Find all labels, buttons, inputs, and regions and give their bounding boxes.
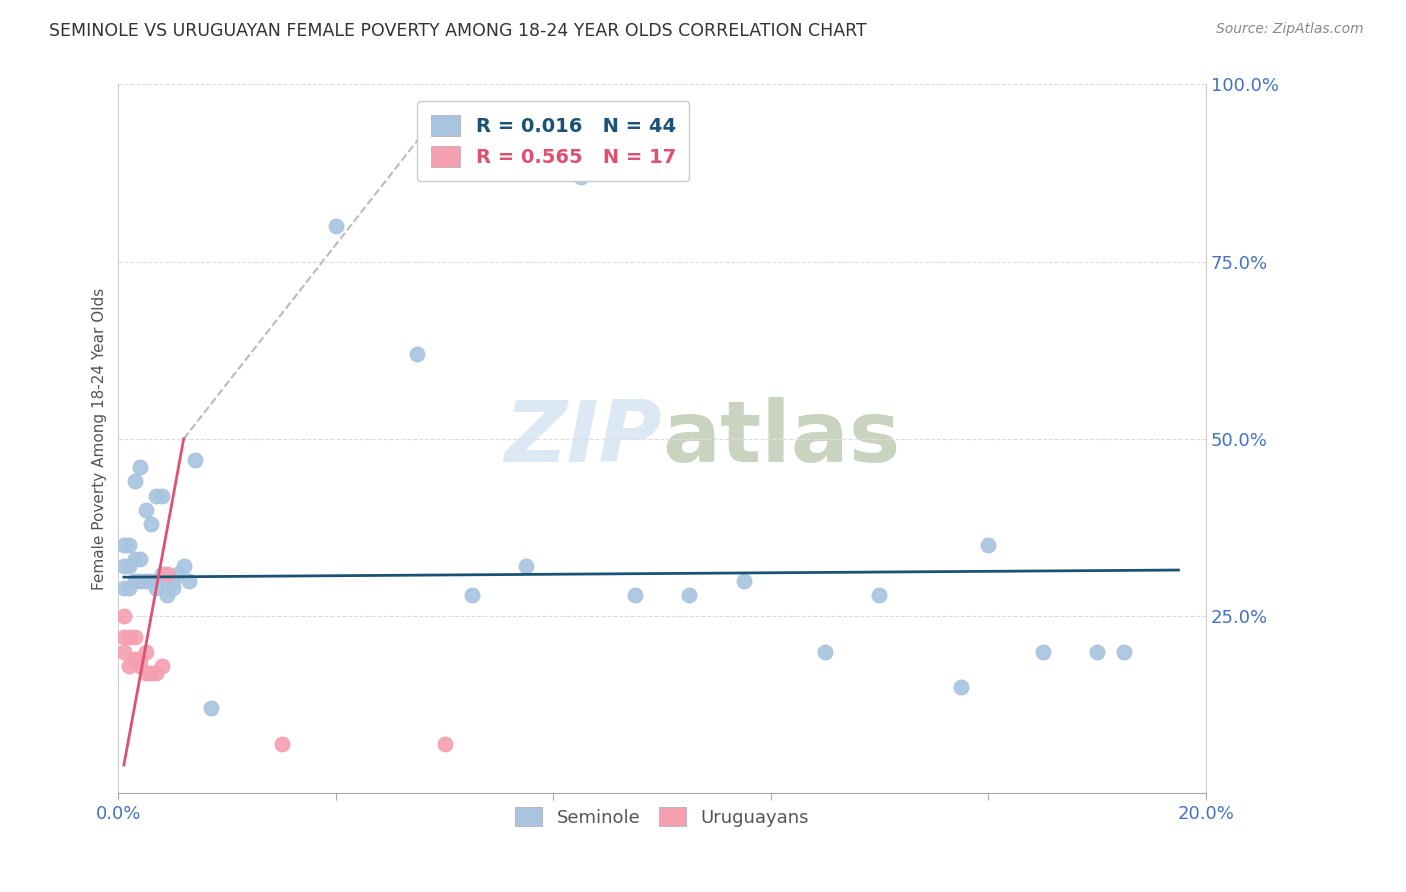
Legend: Seminole, Uruguayans: Seminole, Uruguayans	[508, 800, 815, 834]
Text: atlas: atlas	[662, 398, 900, 481]
Point	[118, 538, 141, 552]
Point	[624, 588, 647, 602]
Point	[977, 538, 1000, 552]
Point	[569, 169, 592, 184]
Point	[733, 574, 755, 588]
Point	[118, 631, 141, 645]
Point	[112, 538, 135, 552]
Text: ZIP: ZIP	[505, 398, 662, 481]
Point	[112, 631, 135, 645]
Point	[124, 651, 146, 665]
Point	[129, 574, 152, 588]
Point	[433, 737, 456, 751]
Point	[135, 574, 157, 588]
Point	[129, 658, 152, 673]
Point	[112, 559, 135, 574]
Point	[150, 489, 173, 503]
Point	[150, 566, 173, 581]
Point	[183, 453, 205, 467]
Point	[118, 658, 141, 673]
Text: SEMINOLE VS URUGUAYAN FEMALE POVERTY AMONG 18-24 YEAR OLDS CORRELATION CHART: SEMINOLE VS URUGUAYAN FEMALE POVERTY AMO…	[49, 22, 868, 40]
Point	[145, 581, 167, 595]
Point	[139, 574, 162, 588]
Point	[461, 588, 484, 602]
Point	[112, 609, 135, 624]
Point	[145, 489, 167, 503]
Point	[139, 516, 162, 531]
Point	[118, 559, 141, 574]
Point	[162, 581, 184, 595]
Point	[112, 581, 135, 595]
Point	[156, 574, 179, 588]
Point	[150, 658, 173, 673]
Point	[406, 347, 429, 361]
Point	[124, 574, 146, 588]
Point	[129, 460, 152, 475]
Point	[135, 665, 157, 680]
Point	[515, 559, 537, 574]
Point	[200, 701, 222, 715]
Point	[1085, 644, 1108, 658]
Point	[814, 644, 837, 658]
Point	[1114, 644, 1136, 658]
Text: Source: ZipAtlas.com: Source: ZipAtlas.com	[1216, 22, 1364, 37]
Point	[325, 219, 347, 234]
Point	[179, 574, 201, 588]
Point	[156, 588, 179, 602]
Point	[124, 475, 146, 489]
Point	[167, 566, 190, 581]
Point	[124, 631, 146, 645]
Point	[124, 552, 146, 566]
Point	[139, 665, 162, 680]
Point	[869, 588, 891, 602]
Point	[145, 665, 167, 680]
Point	[135, 503, 157, 517]
Point	[129, 552, 152, 566]
Y-axis label: Female Poverty Among 18-24 Year Olds: Female Poverty Among 18-24 Year Olds	[93, 288, 107, 590]
Point	[135, 644, 157, 658]
Point	[129, 651, 152, 665]
Point	[1032, 644, 1054, 658]
Point	[950, 680, 973, 694]
Point	[270, 737, 292, 751]
Point	[678, 588, 700, 602]
Point	[173, 559, 195, 574]
Point	[162, 574, 184, 588]
Point	[118, 581, 141, 595]
Point	[112, 644, 135, 658]
Point	[156, 566, 179, 581]
